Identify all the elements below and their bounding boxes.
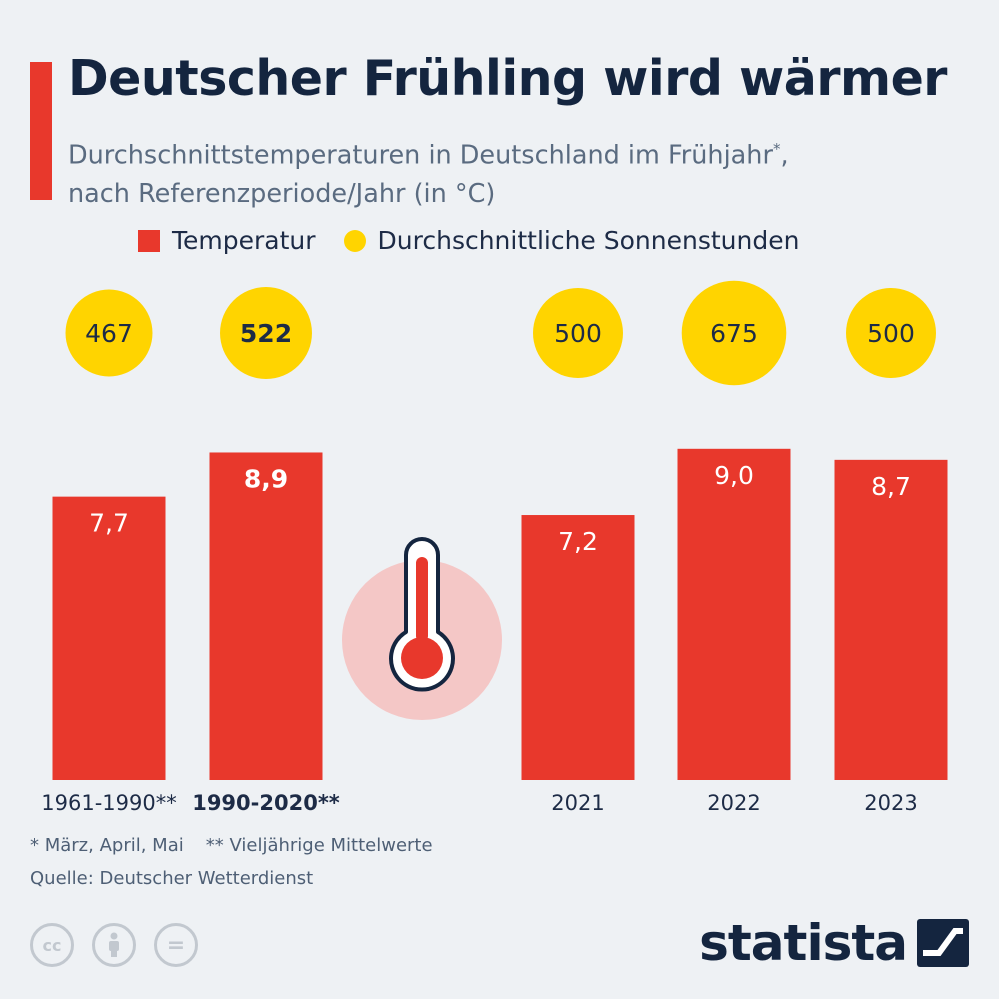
sunshine-bubble	[533, 288, 623, 378]
page-title: Deutscher Frühling wird wärmer	[68, 50, 947, 107]
temperature-value-label: 7,2	[558, 527, 598, 556]
temperature-value-label: 9,0	[714, 461, 754, 490]
person-icon	[109, 932, 119, 957]
thermometer-column	[416, 557, 428, 642]
temperature-bar	[677, 448, 791, 780]
sunshine-value-label: 467	[85, 319, 133, 348]
temperature-bar	[521, 515, 635, 780]
sunshine-value-label: 500	[554, 319, 602, 348]
footnote-months: * März, April, Mai	[30, 835, 184, 856]
source-note: Quelle: Deutscher Wetterdienst	[30, 868, 314, 889]
nd-icon[interactable]: =	[154, 923, 198, 967]
cc-icon[interactable]: cc	[30, 923, 74, 967]
temperature-bar	[52, 496, 166, 780]
category-label: 2022	[707, 791, 760, 815]
temperature-bar	[209, 452, 323, 780]
title-accent-bar	[30, 62, 52, 200]
category-label: 2021	[551, 791, 604, 815]
footnotes: * März, April, Mai ** Vieljährige Mittelw…	[30, 835, 433, 856]
category-label: 1990-2020**	[192, 791, 340, 815]
bubbles-group	[65, 280, 936, 386]
sunshine-bubble	[65, 289, 153, 377]
footnote-averages: ** Vieljährige Mittelwerte	[205, 835, 433, 856]
sunshine-value-label: 522	[240, 319, 292, 348]
legend-label-temperature: Temperatur	[172, 226, 316, 255]
category-label: 1961-1990**	[41, 791, 176, 815]
thermometer-icon	[342, 537, 502, 720]
legend-swatch-temperature	[138, 229, 160, 252]
subtitle: Durchschnittstemperaturen in Deutschland…	[68, 140, 789, 209]
statista-logo[interactable]: statista	[699, 914, 969, 972]
sunshine-bubble	[681, 280, 787, 386]
legend: Temperatur Durchschnittliche Sonnenstund…	[138, 226, 799, 255]
sunshine-bubble	[220, 287, 312, 379]
sunshine-value-label: 675	[710, 319, 758, 348]
legend-label-sunshine: Durchschnittliche Sonnenstunden	[377, 226, 800, 255]
temperature-value-label: 7,7	[89, 509, 129, 538]
by-icon[interactable]	[92, 923, 136, 967]
temperature-value-label: 8,7	[871, 472, 911, 501]
sunshine-bubble	[846, 288, 936, 378]
category-label: 2023	[864, 791, 917, 815]
legend-swatch-sunshine	[343, 229, 366, 252]
temperature-bar	[834, 459, 948, 780]
thermometer-bulb	[401, 637, 443, 679]
labels-group: 7,7 467 1961-1990** 8,9 522 1990-2020** 7,2 500…	[41, 319, 917, 815]
statista-mark-icon	[917, 919, 969, 967]
bars-group	[52, 448, 948, 780]
temperature-value-label: 8,9	[244, 464, 288, 493]
sunshine-value-label: 500	[867, 319, 915, 348]
